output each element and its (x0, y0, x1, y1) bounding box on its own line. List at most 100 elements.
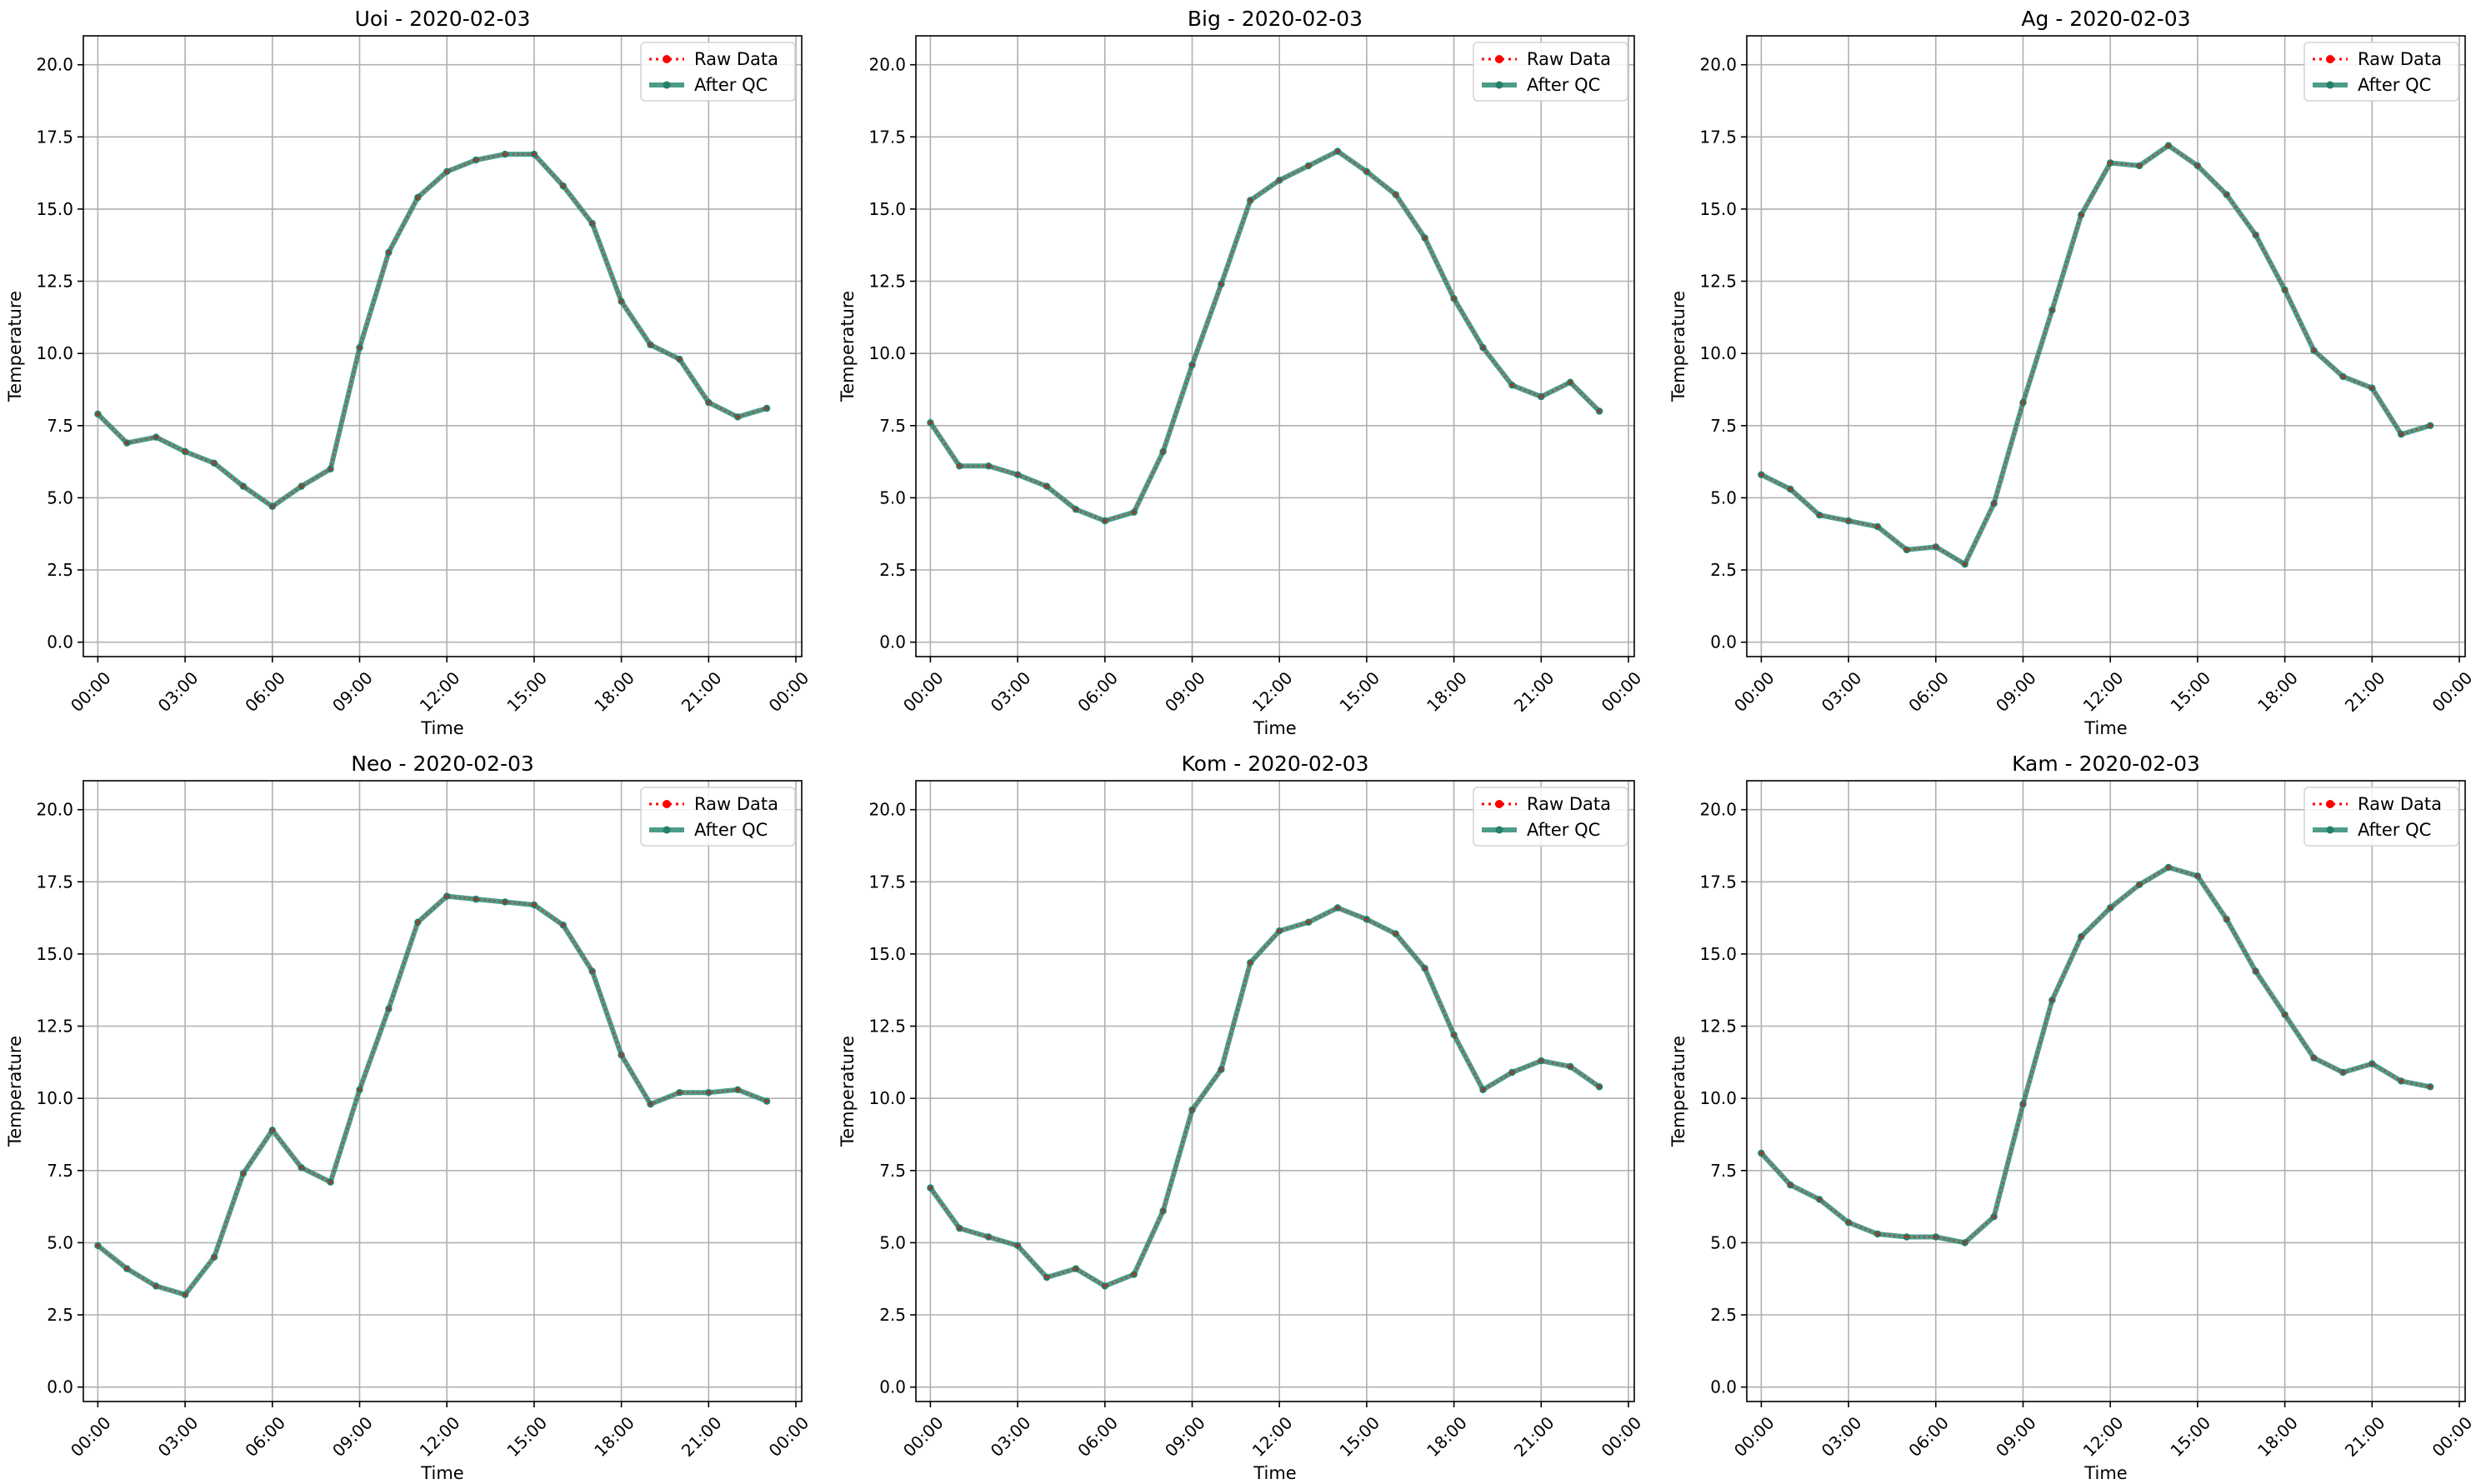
data-point-raw-data (154, 435, 158, 439)
legend: Raw Data After QC (1473, 42, 1628, 102)
data-point-raw-data (2312, 348, 2316, 352)
series-raw-data (96, 152, 769, 508)
data-point-raw-data (1015, 472, 1020, 477)
x-tick-label: 09:00 (328, 1412, 377, 1461)
y-tick-label: 2.5 (879, 1305, 906, 1325)
y-tick-label: 0.0 (47, 632, 73, 652)
data-point-after-qc (2164, 863, 2173, 872)
data-point-raw-data (445, 894, 449, 898)
legend-label-after-qc: After QC (2358, 820, 2431, 840)
data-point-raw-data (1219, 282, 1223, 287)
data-point-raw-data (2050, 308, 2054, 312)
data-point-after-qc (385, 1005, 393, 1012)
y-tick-label: 0.0 (1710, 632, 1737, 652)
data-point-after-qc (1961, 1239, 1968, 1247)
series-line-after-qc (928, 148, 1602, 524)
y-tick-label: 12.5 (36, 1017, 73, 1037)
series-line-after-qc (96, 893, 768, 1297)
data-point-raw-data (1875, 1232, 1880, 1237)
data-point-after-qc (2107, 159, 2114, 167)
data-point-raw-data (764, 1099, 769, 1103)
y-tick-label: 20.0 (1699, 800, 1737, 820)
data-point-raw-data (2224, 917, 2228, 922)
legend-marker-raw-data (663, 800, 671, 808)
legend-marker-after-qc (663, 81, 671, 89)
data-point-raw-data (1846, 1221, 1851, 1225)
x-axis-label: Time (2083, 1463, 2127, 1483)
x-tick-label: 21:00 (678, 667, 726, 716)
data-point-raw-data (1278, 178, 1282, 182)
x-tick-label: 18:00 (1423, 1412, 1471, 1461)
series-after-qc (927, 904, 1603, 1290)
data-point-after-qc (123, 1265, 131, 1272)
data-point-raw-data (328, 467, 333, 471)
y-tick-label: 15.0 (36, 944, 73, 964)
x-tick-label: 03:00 (987, 1412, 1035, 1461)
data-point-after-qc (298, 1164, 305, 1172)
data-point-after-qc (676, 1089, 683, 1097)
legend-label-after-qc: After QC (2358, 75, 2431, 95)
series-raw-data (928, 149, 1602, 523)
x-tick-label: 03:00 (154, 1412, 203, 1461)
data-point-raw-data (1248, 198, 1253, 202)
y-tick-label: 7.5 (1710, 1161, 1737, 1181)
y-tick-label: 20.0 (36, 55, 73, 75)
chart-title: Ag - 2020-02-03 (2021, 7, 2190, 31)
data-point-after-qc (94, 410, 102, 418)
x-tick-label: 15:00 (2166, 1412, 2214, 1461)
legend-marker-after-qc (2326, 826, 2334, 834)
legend: Raw Data After QC (640, 42, 796, 102)
x-tick-label: 15:00 (1335, 667, 1383, 716)
data-point-after-qc (956, 462, 963, 470)
plot-frame (1746, 35, 2466, 657)
legend-marker-after-qc (2326, 81, 2334, 89)
x-tick-label: 06:00 (1073, 667, 1122, 716)
x-tick-label: 18:00 (1423, 667, 1471, 716)
plot-area (94, 892, 771, 1299)
plot-frame (1746, 780, 2466, 1402)
legend-marker-after-qc (1495, 826, 1503, 834)
y-tick-label: 10.0 (1699, 343, 1737, 363)
data-point-raw-data (1335, 906, 1340, 910)
data-point-raw-data (154, 1284, 158, 1288)
data-point-raw-data (1597, 1085, 1602, 1089)
data-point-after-qc (1595, 1083, 1603, 1091)
x-tick-label: 12:00 (416, 1412, 464, 1461)
legend: Raw Data After QC (2303, 787, 2459, 847)
data-point-raw-data (1788, 487, 1793, 492)
data-point-raw-data (503, 152, 508, 157)
x-tick-label: 15:00 (503, 667, 551, 716)
data-point-after-qc (2078, 211, 2085, 218)
x-tick-label: 09:00 (328, 667, 377, 716)
data-point-raw-data (1933, 1235, 1938, 1239)
data-point-after-qc (1363, 916, 1371, 923)
data-point-raw-data (270, 1128, 274, 1132)
data-point-raw-data (1452, 1032, 1456, 1037)
plot-area (94, 150, 771, 510)
data-point-after-qc (1421, 965, 1428, 972)
data-point-raw-data (2195, 163, 2200, 168)
x-tick-label: 18:00 (2253, 1412, 2302, 1461)
x-axis-label: Time (1253, 1463, 1296, 1483)
y-tick-label: 15.0 (868, 199, 906, 219)
data-point-after-qc (1450, 295, 1458, 302)
data-point-raw-data (2428, 1085, 2433, 1089)
legend-marker-raw-data (1495, 800, 1503, 808)
data-point-raw-data (958, 1226, 962, 1231)
data-point-after-qc (559, 182, 567, 190)
legend-label-after-qc: After QC (1527, 75, 1600, 95)
x-tick-label: 00:00 (67, 1412, 115, 1461)
data-point-after-qc (2426, 422, 2434, 429)
legend-label-after-qc: After QC (694, 820, 768, 840)
plot-area (1758, 142, 2434, 568)
series-line-raw-data (97, 153, 768, 508)
data-point-raw-data (1423, 967, 1427, 971)
data-point-raw-data (678, 357, 682, 362)
data-point-raw-data (1963, 1241, 1967, 1245)
data-point-raw-data (1875, 524, 1880, 529)
data-point-raw-data (2166, 865, 2171, 870)
y-tick-label: 5.0 (1710, 1232, 1737, 1252)
y-tick-label: 17.5 (868, 127, 906, 147)
data-point-raw-data (1335, 149, 1340, 153)
data-point-after-qc (1247, 959, 1254, 967)
